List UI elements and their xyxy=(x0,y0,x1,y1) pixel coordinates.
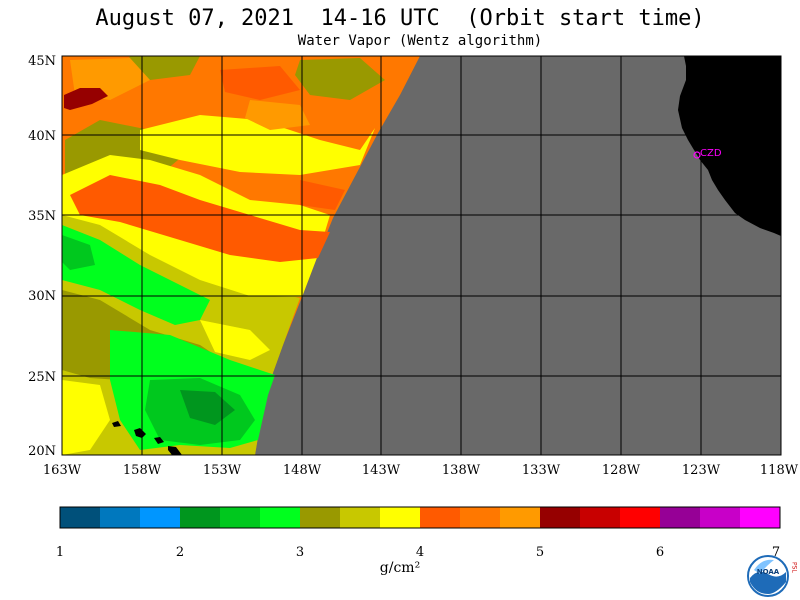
lat-label: 25N xyxy=(28,370,56,385)
colorbar-border xyxy=(59,506,781,529)
swath-green xyxy=(62,225,210,325)
lon-label: 138W xyxy=(442,463,481,478)
swath-red-orange xyxy=(70,175,330,262)
latitude-labels: 45N 40N 35N 30N 25N 20N xyxy=(28,54,56,459)
station-label: CZD xyxy=(700,148,722,159)
map-subtitle: Water Vapor (Wentz algorithm) xyxy=(297,33,543,49)
colorbar-swatch xyxy=(660,507,701,528)
colorbar-swatch xyxy=(740,507,781,528)
swath-dark-red xyxy=(64,88,108,110)
colorbar-swatch xyxy=(540,507,581,528)
colorbar-tick: 2 xyxy=(176,545,184,560)
colorbar-swatch xyxy=(420,507,461,528)
colorbar-tick-labels: 1 2 3 4 5 6 7 xyxy=(56,545,780,560)
colorbar-swatch xyxy=(180,507,221,528)
land-mass xyxy=(678,56,781,236)
colorbar-tick: 7 xyxy=(772,545,780,560)
lon-label: 153W xyxy=(203,463,242,478)
colorbar-swatch xyxy=(580,507,621,528)
lat-label: 35N xyxy=(28,209,56,224)
lon-label: 123W xyxy=(682,463,721,478)
map-field xyxy=(62,56,781,455)
colorbar-swatch xyxy=(100,507,141,528)
lon-label: 133W xyxy=(522,463,561,478)
lat-label: 40N xyxy=(28,129,56,144)
colorbar-swatch xyxy=(460,507,501,528)
map-border xyxy=(61,55,782,456)
colorbar-swatch xyxy=(700,507,741,528)
lat-label: 30N xyxy=(28,289,56,304)
hawaii-islands xyxy=(112,421,182,455)
lon-label: 128W xyxy=(602,463,641,478)
colorbar-swatch xyxy=(60,507,101,528)
longitude-labels: 163W 158W 153W 148W 143W 138W 133W 128W … xyxy=(43,463,799,478)
colorbar-swatch xyxy=(380,507,421,528)
colorbar-swatch xyxy=(340,507,381,528)
noaa-logo-text: NOAA xyxy=(757,568,780,576)
psl-side-text: PSL xyxy=(791,562,798,573)
station-marker-czd: CZD xyxy=(693,148,722,159)
station-circle xyxy=(693,151,701,159)
graticule xyxy=(62,56,781,455)
lon-label: 148W xyxy=(283,463,322,478)
colorbar xyxy=(60,507,781,528)
colorbar-tick: 4 xyxy=(416,545,424,560)
lat-label: 45N xyxy=(28,54,56,69)
lon-label: 158W xyxy=(123,463,162,478)
colorbar-swatch xyxy=(260,507,301,528)
colorbar-swatch xyxy=(140,507,181,528)
noaa-logo: NOAA PSL xyxy=(747,555,798,597)
lat-label: 20N xyxy=(28,444,56,459)
colorbar-tick: 1 xyxy=(56,545,64,560)
colorbar-tick: 6 xyxy=(656,545,664,560)
lon-label: 143W xyxy=(362,463,401,478)
colorbar-swatch xyxy=(300,507,341,528)
lon-label: 118W xyxy=(760,463,799,478)
colorbar-units: g/cm² xyxy=(379,560,421,576)
colorbar-tick: 5 xyxy=(536,545,544,560)
lon-label: 163W xyxy=(43,463,82,478)
map-title: August 07, 2021 14-16 UTC (Orbit start t… xyxy=(95,6,705,31)
colorbar-swatch xyxy=(620,507,661,528)
colorbar-swatch xyxy=(500,507,541,528)
colorbar-tick: 3 xyxy=(296,545,304,560)
colorbar-swatch xyxy=(220,507,261,528)
